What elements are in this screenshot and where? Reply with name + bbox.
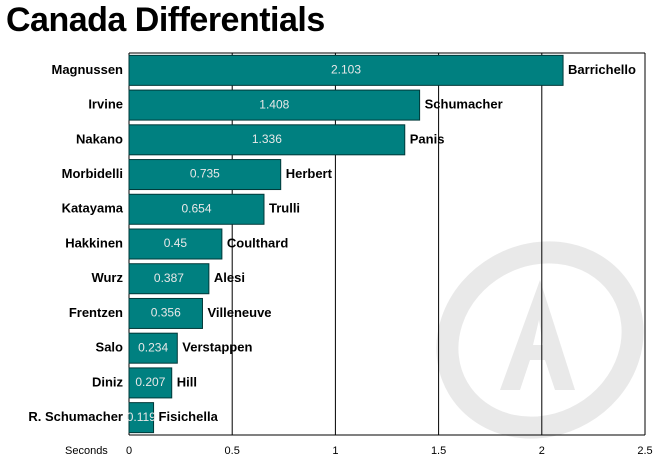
comparison-label: Panis bbox=[410, 131, 445, 146]
value-label: 0.234 bbox=[138, 340, 168, 354]
chart-title: Canada Differentials bbox=[6, 1, 325, 39]
category-label: Nakano bbox=[76, 131, 123, 146]
bar bbox=[128, 367, 173, 399]
value-label: 0.387 bbox=[154, 271, 184, 285]
comparison-label: Herbert bbox=[286, 166, 333, 181]
bar bbox=[128, 332, 178, 364]
comparison-label: Barrichello bbox=[568, 62, 636, 77]
value-label: 0.119 bbox=[127, 410, 156, 424]
comparison-label: Schumacher bbox=[425, 97, 503, 112]
x-tick-label: 1 bbox=[332, 445, 338, 457]
comparison-label: Coulthard bbox=[227, 235, 288, 250]
category-label: Morbidelli bbox=[62, 166, 123, 181]
x-tick-label: 2 bbox=[539, 445, 545, 457]
category-label: Irvine bbox=[88, 97, 123, 112]
value-label: 1.408 bbox=[259, 97, 289, 111]
comparison-label: Fisichella bbox=[159, 409, 219, 424]
category-label: Salo bbox=[96, 340, 124, 355]
watermark-logo bbox=[436, 241, 644, 439]
x-axis-label: Seconds bbox=[65, 445, 108, 457]
x-tick-label: 0 bbox=[126, 445, 132, 457]
comparison-label: Alesi bbox=[214, 270, 245, 285]
bar bbox=[128, 263, 210, 295]
bar bbox=[128, 54, 564, 86]
comparison-label: Trulli bbox=[269, 201, 300, 216]
category-label: Frentzen bbox=[69, 305, 123, 320]
bar bbox=[128, 159, 282, 191]
bar bbox=[128, 228, 223, 260]
x-tick-label: 0.5 bbox=[225, 445, 240, 457]
value-label: 2.103 bbox=[331, 63, 361, 77]
value-label: 0.735 bbox=[190, 167, 220, 181]
value-label: 0.654 bbox=[181, 201, 211, 215]
value-label: 0.207 bbox=[135, 375, 165, 389]
value-label: 0.45 bbox=[164, 236, 188, 250]
category-label: Katayama bbox=[62, 201, 124, 216]
bar bbox=[128, 297, 203, 329]
category-label: Wurz bbox=[91, 270, 123, 285]
value-label: 1.336 bbox=[252, 132, 282, 146]
bar bbox=[128, 89, 421, 121]
category-label: Magnussen bbox=[51, 62, 123, 77]
comparison-label: Verstappen bbox=[182, 340, 252, 355]
comparison-label: Villeneuve bbox=[207, 305, 271, 320]
category-label: R. Schumacher bbox=[28, 409, 123, 424]
category-label: Diniz bbox=[92, 374, 124, 389]
category-label: Hakkinen bbox=[65, 235, 123, 250]
value-label: 0.356 bbox=[151, 306, 181, 320]
x-tick-label: 2.5 bbox=[637, 445, 652, 457]
bar bbox=[128, 124, 406, 156]
x-tick-label: 1.5 bbox=[431, 445, 446, 457]
bar bbox=[128, 402, 155, 434]
bar bbox=[128, 193, 265, 225]
comparison-label: Hill bbox=[177, 374, 197, 389]
